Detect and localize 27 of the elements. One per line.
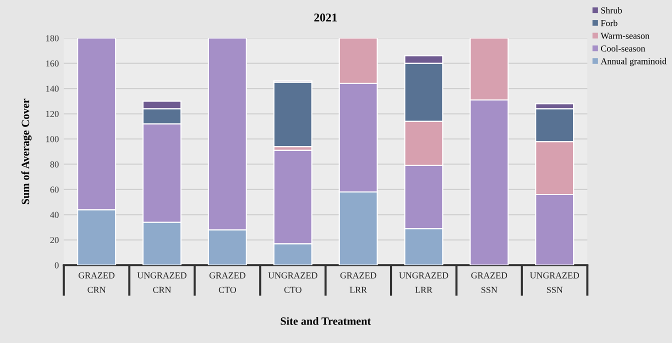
x-tick-label: UNGRAZED LRR — [399, 272, 448, 293]
x-axis-title: Site and Treatment — [280, 317, 371, 325]
y-axis-title: Sum of Average Cover — [21, 98, 32, 204]
legend-label: Annual graminoid — [600, 58, 666, 66]
legend-label: Warm-season — [600, 32, 650, 39]
x-tick-label: UNGRAZED CTO — [268, 272, 318, 293]
y-tick-label: 180 — [46, 35, 59, 42]
y-tick-label: 40 — [50, 212, 59, 218]
legend-label: Cool-season — [601, 45, 646, 52]
x-tick-label: GRAZED CTO — [209, 272, 246, 293]
y-tick-label: 140 — [46, 86, 59, 92]
x-tick-label: UNGRAZED CRN — [137, 272, 186, 293]
x-tick-label: GRAZED LRR — [340, 272, 376, 293]
x-tick-label: GRAZED CRN — [78, 272, 114, 293]
legend-label: Forb — [600, 20, 618, 26]
y-tick-label: 60 — [50, 186, 59, 193]
y-tick-label: 0 — [54, 262, 59, 268]
y-tick-label: 80 — [50, 161, 59, 168]
y-tick-label: 20 — [50, 237, 59, 244]
x-tick-label: UNGRAZED SSN — [530, 272, 580, 293]
x-tick-label: GRAZED SSN — [471, 272, 508, 293]
y-tick-label: 160 — [46, 60, 59, 67]
y-tick-label: 100 — [46, 136, 59, 142]
bar — [273, 82, 312, 148]
chart-title: 2021 — [314, 14, 337, 22]
legend-label: Shrub — [601, 7, 622, 14]
y-tick-label: 120 — [46, 110, 59, 117]
